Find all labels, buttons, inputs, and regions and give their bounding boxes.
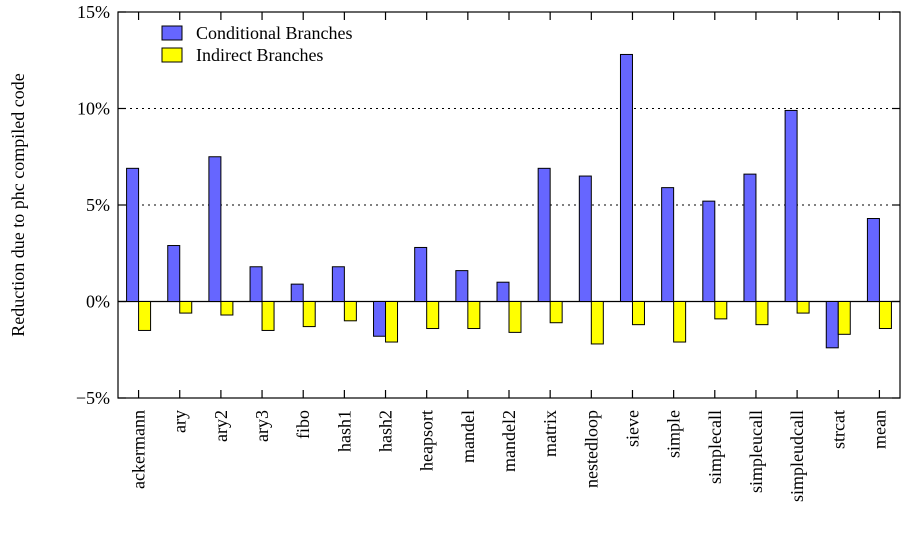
gridlines — [118, 108, 900, 303]
bar-indirect-simplecall — [714, 301, 728, 320]
x-tick-label: strcat — [828, 410, 848, 449]
y-axis: −5% 0% 5% 10% 15% — [76, 2, 900, 408]
x-tick-label: ary — [170, 410, 190, 433]
bar-indirect-ary3 — [261, 301, 275, 331]
y-tick-label: −5% — [76, 388, 110, 408]
bar-indirect-simpleudcall — [796, 301, 810, 314]
x-tick-label: matrix — [540, 410, 560, 457]
bar-indirect-hash1 — [343, 301, 357, 322]
bar-indirect-strcat — [837, 301, 851, 335]
y-tick-label: 0% — [86, 292, 110, 312]
x-tick-label: nestedloop — [581, 410, 601, 488]
bar-conditional-nestedloop — [578, 175, 592, 302]
bar-conditional-mean — [866, 218, 880, 302]
bar-conditional-simpleucall — [743, 173, 757, 302]
bar-indirect-nestedloop — [590, 301, 604, 345]
bar-indirect-sieve — [631, 301, 645, 326]
bar-conditional-hash1 — [331, 266, 345, 303]
x-tick-label: simpleucall — [746, 410, 766, 493]
x-tick-label: fibo — [293, 410, 313, 439]
bar-conditional-matrix — [537, 167, 551, 302]
legend-swatch — [161, 25, 183, 41]
bar-conditional-hash2 — [373, 301, 387, 337]
legend-swatch — [161, 47, 183, 63]
bar-conditional-fibo — [290, 283, 304, 303]
x-axis: ackermann ary ary2 ary3 fibo hash1 hash2 heapso… — [129, 12, 889, 502]
bar-conditional-simpleudcall — [784, 109, 798, 303]
y-tick-label: 10% — [77, 99, 110, 119]
bar-indirect-ary2 — [220, 301, 234, 316]
bar-conditional-simplecall — [702, 200, 716, 302]
x-tick-label: hash1 — [334, 410, 354, 452]
bar-conditional-simple — [661, 187, 675, 303]
bar-indirect-matrix — [549, 301, 563, 324]
x-tick-label: mean — [869, 410, 889, 449]
y-tick-label: 5% — [86, 195, 110, 215]
bar-indirect-mean — [878, 301, 892, 330]
x-tick-label: hash2 — [376, 410, 396, 452]
bars — [126, 53, 892, 349]
bar-conditional-ary2 — [208, 156, 222, 302]
x-tick-label: ackermann — [129, 410, 149, 489]
bar-conditional-sieve — [619, 53, 633, 302]
x-tick-label: simpleudcall — [787, 410, 807, 502]
bar-indirect-fibo — [302, 301, 316, 328]
bar-indirect-ary — [179, 301, 193, 314]
bar-conditional-strcat — [825, 301, 839, 349]
x-tick-label: heapsort — [417, 410, 437, 471]
x-tick-label: mandel — [458, 410, 478, 463]
y-axis-label: Reduction due to phc compiled code — [8, 73, 28, 336]
bar-conditional-ary — [167, 245, 181, 302]
bar-indirect-mandel — [467, 301, 481, 330]
bar-conditional-heapsort — [414, 246, 428, 303]
y-tick-label: 15% — [77, 2, 110, 22]
x-tick-label: sieve — [622, 410, 642, 447]
legend-label: Conditional Branches — [196, 23, 352, 43]
bar-indirect-mandel2 — [508, 301, 522, 333]
bar-conditional-mandel2 — [496, 281, 510, 303]
bar-indirect-ackermann — [138, 301, 152, 331]
bar-conditional-ackermann — [126, 167, 140, 302]
bar-conditional-ary3 — [249, 266, 263, 303]
bar-indirect-simpleucall — [755, 301, 769, 326]
x-tick-label: ary3 — [252, 410, 272, 442]
legend-label: Indirect Branches — [196, 45, 323, 65]
x-tick-label: mandel2 — [499, 410, 519, 472]
bar-indirect-heapsort — [426, 301, 440, 330]
bar-conditional-mandel — [455, 270, 469, 302]
x-tick-label: simple — [664, 410, 684, 458]
x-tick-label: ary2 — [211, 410, 231, 442]
x-tick-label: simplecall — [705, 410, 725, 484]
bar-indirect-simple — [673, 301, 687, 343]
bar-indirect-hash2 — [385, 301, 399, 343]
